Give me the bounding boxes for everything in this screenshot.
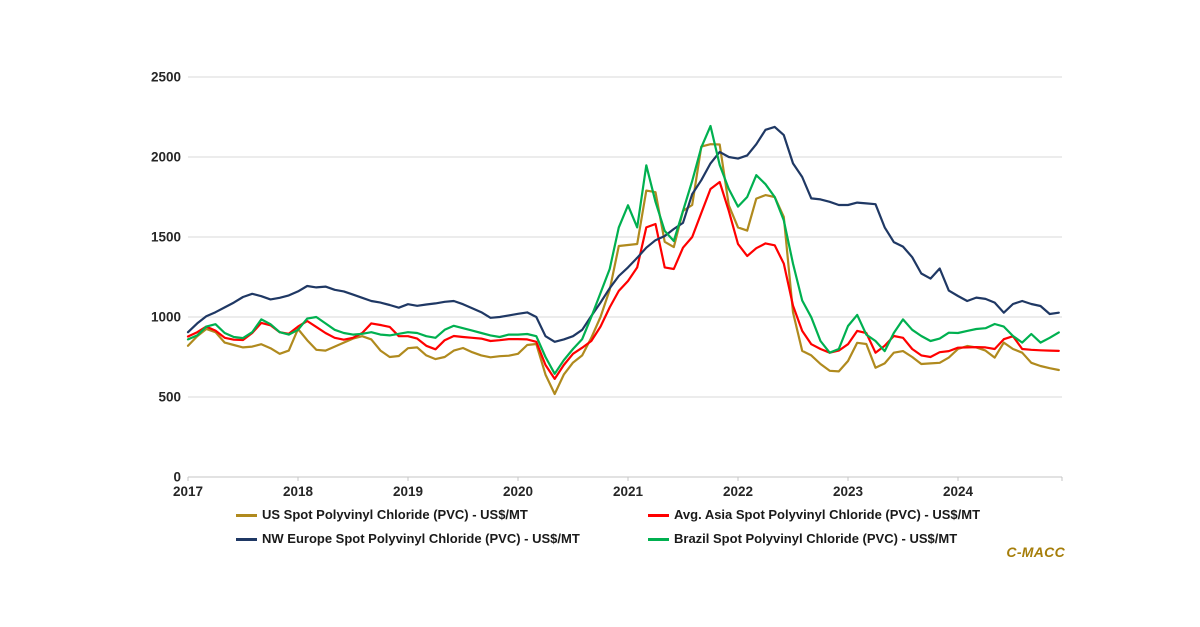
- legend-label-us: US Spot Polyvinyl Chloride (PVC) - US$/M…: [262, 507, 528, 522]
- legend-swatch-nw-europe: [236, 537, 257, 541]
- x-axis-label: 2021: [613, 484, 644, 499]
- chart-legend: US Spot Polyvinyl Chloride (PVC) - US$/M…: [236, 507, 980, 547]
- legend-label-avg-asia: Avg. Asia Spot Polyvinyl Chloride (PVC) …: [674, 507, 981, 522]
- y-axis-label: 2500: [151, 70, 181, 85]
- series-line-nw-europe: [186, 125, 1060, 343]
- x-axis-label: 2018: [283, 484, 314, 499]
- legend-label-nw-europe: NW Europe Spot Polyvinyl Chloride (PVC) …: [262, 531, 580, 546]
- y-axis-label: 1500: [151, 230, 181, 245]
- legend-swatch-us: [236, 513, 257, 517]
- y-axis-label: 2000: [151, 150, 181, 165]
- series-line-brazil: [186, 124, 1060, 375]
- legend-item-brazil: Brazil Spot Polyvinyl Chloride (PVC) - U…: [648, 531, 980, 547]
- x-axis-label: 2023: [833, 484, 864, 499]
- legend-swatch-brazil: [648, 537, 669, 541]
- x-axis-label: 2024: [943, 484, 974, 499]
- x-axis-label: 2017: [173, 484, 203, 499]
- y-axis-label: 500: [158, 390, 181, 405]
- series-line-us: [186, 143, 1060, 396]
- y-axis-label: 0: [173, 470, 181, 485]
- legend-item-nw-europe: NW Europe Spot Polyvinyl Chloride (PVC) …: [236, 531, 648, 547]
- x-axis-label: 2022: [723, 484, 753, 499]
- legend-item-avg-asia: Avg. Asia Spot Polyvinyl Chloride (PVC) …: [648, 507, 980, 523]
- legend-item-us: US Spot Polyvinyl Chloride (PVC) - US$/M…: [236, 507, 648, 523]
- x-axis-label: 2019: [393, 484, 423, 499]
- legend-swatch-avg-asia: [648, 513, 669, 517]
- x-axis-label: 2020: [503, 484, 533, 499]
- y-axis-label: 1000: [151, 310, 181, 325]
- cmacc-watermark: C-MACC: [1006, 544, 1065, 560]
- legend-label-brazil: Brazil Spot Polyvinyl Chloride (PVC) - U…: [674, 531, 958, 546]
- series-line-avg-asia: [186, 180, 1060, 380]
